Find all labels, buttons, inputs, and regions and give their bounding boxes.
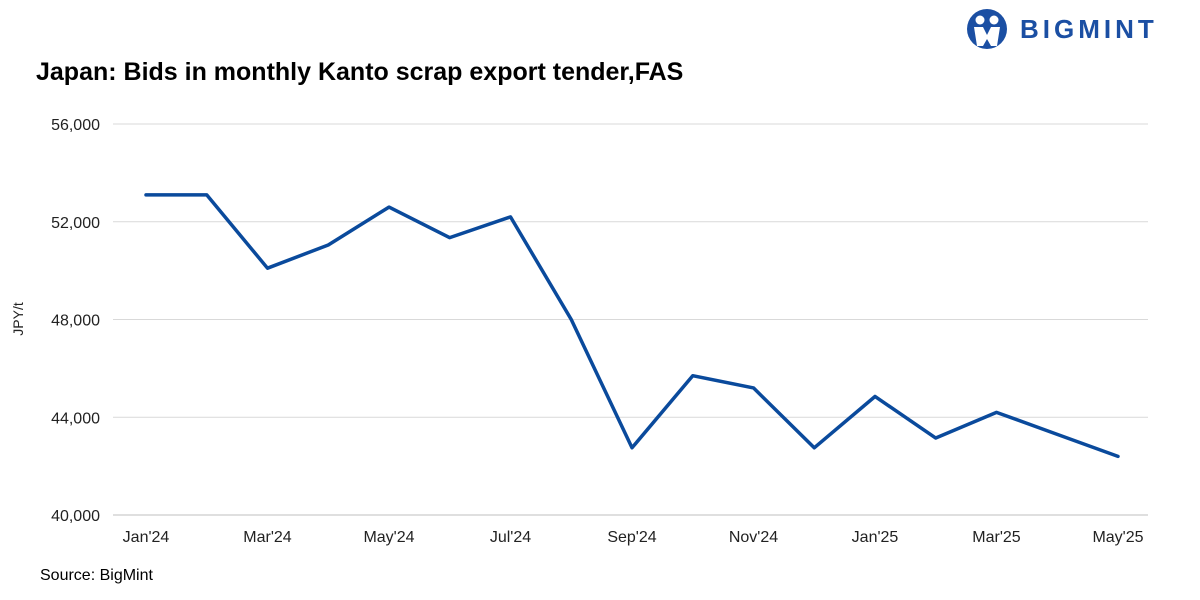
series-line <box>144 193 1120 459</box>
x-tick-label: Sep'24 <box>607 529 656 546</box>
y-tick-label: 56,000 <box>51 117 100 134</box>
source-note: Source: BigMint <box>40 567 153 584</box>
series-group <box>144 193 1120 459</box>
y-tick-label: 52,000 <box>51 215 100 232</box>
x-axis-ticks: Jan'24 Mar'24 May'24 Jul'24 Sep'24 Nov'24 Jan'… <box>123 529 1144 546</box>
y-tick-label: 40,000 <box>51 508 100 525</box>
x-tick-label: May'24 <box>363 529 414 546</box>
y-axis-title: JPY/t <box>10 302 26 336</box>
x-tick-label: Jan'24 <box>123 529 170 546</box>
gridlines <box>113 123 1148 516</box>
x-tick-label: Mar'25 <box>972 529 1021 546</box>
x-tick-label: Mar'24 <box>243 529 292 546</box>
x-tick-label: Nov'24 <box>729 529 778 546</box>
x-tick-label: Jan'25 <box>852 529 899 546</box>
x-tick-label: Jul'24 <box>490 529 531 546</box>
y-tick-label: 44,000 <box>51 410 100 427</box>
y-tick-label: 48,000 <box>51 313 100 330</box>
bigmint-logo-icon <box>967 9 1007 49</box>
chart-title: Japan: Bids in monthly Kanto scrap expor… <box>36 58 684 86</box>
y-axis-ticks: 40,000 44,000 48,000 52,000 56,000 <box>51 117 100 525</box>
brand-logo: BIGMINT <box>966 8 1158 50</box>
x-tick-label: May'25 <box>1092 529 1143 546</box>
brand-name: BIGMINT <box>1020 13 1158 44</box>
